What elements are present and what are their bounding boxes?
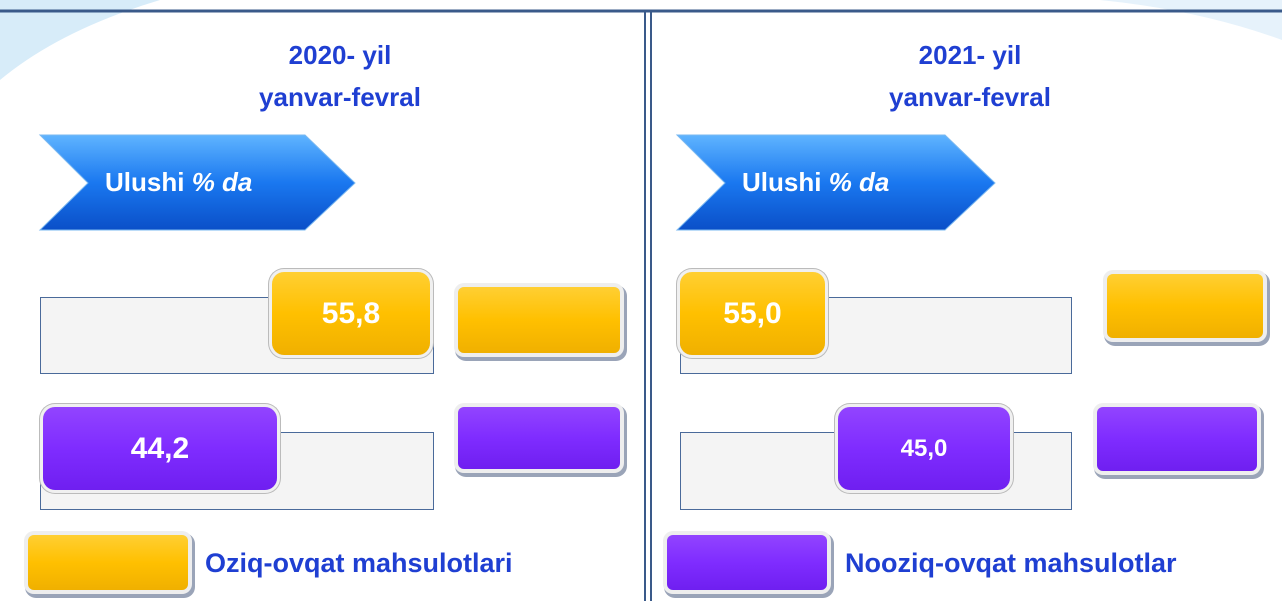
arrow xyxy=(675,134,996,231)
title-line: yanvar-fevral xyxy=(259,82,421,112)
value-badge: 55,0 xyxy=(680,272,825,355)
swoosh xyxy=(0,0,160,80)
label: Ulushi xyxy=(742,167,822,197)
value-badge: 55,8 xyxy=(272,272,430,355)
legend-square xyxy=(1107,274,1263,338)
value-badge: 44,2 xyxy=(43,407,277,490)
unit: % da xyxy=(828,167,890,197)
legend-square xyxy=(458,287,620,353)
panel-title: 2020- yil yanvar-fevral xyxy=(140,34,540,118)
value-badge: 45,0 xyxy=(838,407,1010,490)
legend-square xyxy=(1097,407,1257,471)
legend-square xyxy=(667,535,827,590)
label: Ulushi xyxy=(105,167,185,197)
arrow xyxy=(38,134,356,231)
panel-title: 2021- yil yanvar-fevral xyxy=(770,34,1170,118)
legend-square xyxy=(458,407,620,469)
title-line: 2021- yil xyxy=(918,40,1022,70)
legend-square xyxy=(28,535,188,590)
title-line: yanvar-fevral xyxy=(889,82,1051,112)
legend-text: Nooziq-ovqat mahsulotlar xyxy=(845,548,1177,578)
unit: % da xyxy=(191,167,253,197)
arrow-label: Ulushi % da xyxy=(742,167,889,198)
title-line: 2020- yil xyxy=(288,40,392,70)
arrow-label: Ulushi % da xyxy=(105,167,252,198)
legend-text: Oziq-ovqat mahsulotlari xyxy=(205,548,513,578)
